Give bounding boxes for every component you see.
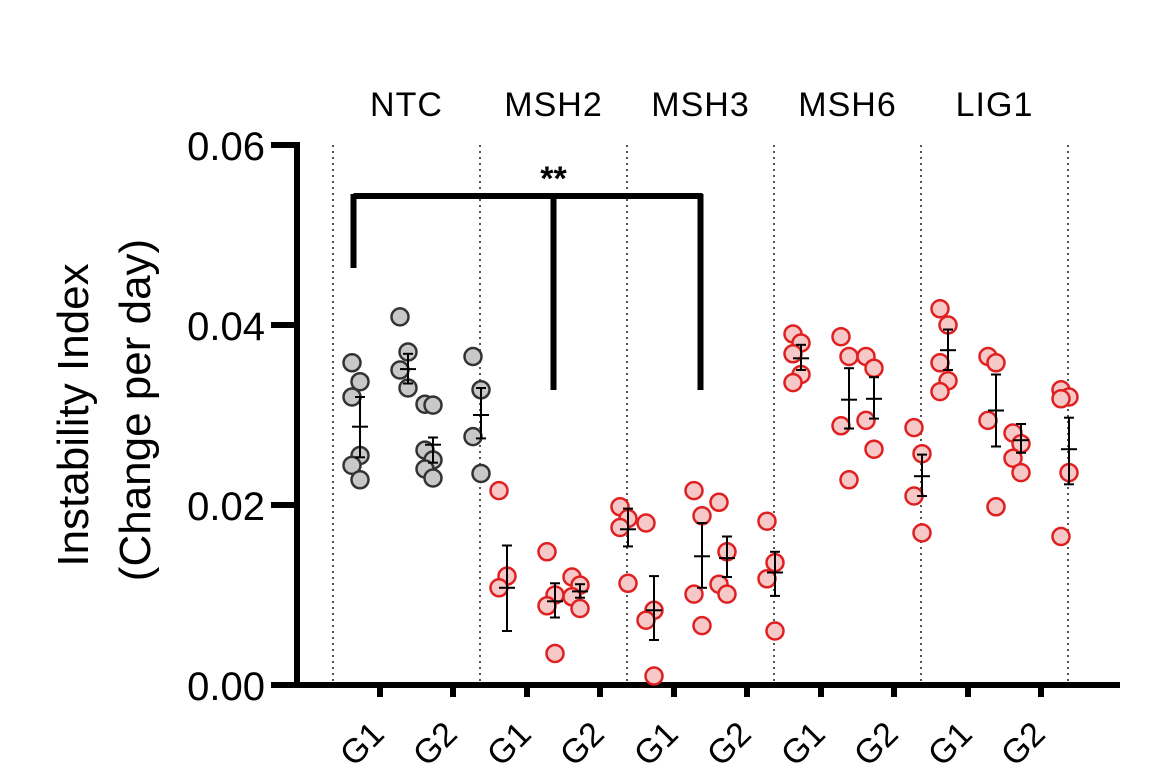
data-point — [1051, 389, 1071, 409]
data-point — [717, 584, 737, 604]
group-label-ntc: NTC — [370, 86, 443, 124]
data-point — [342, 353, 362, 373]
data-point — [978, 410, 998, 431]
group-label-msh2: MSH2 — [504, 86, 602, 124]
axes: 0.00 0.02 0.04 0.06 — [187, 125, 1120, 709]
data-point — [839, 346, 859, 367]
y-tick-label: 0.02 — [187, 485, 265, 529]
data-point — [423, 395, 443, 415]
data-point — [692, 506, 712, 526]
data-point — [930, 299, 950, 319]
data-point — [783, 372, 803, 393]
data-point — [684, 480, 704, 501]
data-point — [856, 410, 876, 431]
replicate-msh3-g2 — [757, 511, 785, 641]
data-point — [570, 598, 590, 619]
data-point — [618, 573, 638, 594]
y-axis-label-line1: Instability Index — [49, 263, 98, 566]
data-point — [930, 353, 950, 373]
replicate-msh3-g2 — [709, 492, 737, 604]
data-point — [537, 596, 557, 616]
data-point — [831, 416, 851, 436]
x-tick-label: G2 — [553, 715, 612, 774]
data-point — [1003, 448, 1023, 468]
replicate-msh6-g1 — [783, 324, 811, 393]
replicate-msh3-g1 — [684, 480, 712, 636]
data-point — [783, 344, 803, 364]
x-tick-label: G2 — [700, 715, 759, 774]
data-point — [986, 497, 1006, 517]
significance-label: ** — [540, 160, 567, 198]
data-point — [423, 468, 443, 488]
replicate-ntc-g2 — [463, 346, 491, 484]
replicate-lig1-g1 — [978, 346, 1006, 517]
replicate-msh3-g1 — [636, 513, 664, 686]
group-labels: NTC MSH2 MSH3 MSH6 LIG1 — [370, 86, 1034, 124]
data-point — [757, 511, 777, 531]
data-point — [864, 439, 884, 459]
replicate-msh6-g1 — [831, 326, 859, 490]
x-tick-label: G1 — [627, 715, 686, 774]
data-point — [471, 463, 491, 484]
group-label-lig1: LIG1 — [956, 86, 1034, 124]
replicate-msh6-g2 — [904, 417, 932, 543]
replicate-ntc-g2 — [415, 394, 443, 488]
data-point — [350, 371, 370, 392]
group-dividers — [332, 145, 1069, 685]
data-point — [1051, 526, 1071, 547]
data-point — [489, 480, 509, 501]
data-point — [463, 426, 483, 447]
data-point — [831, 326, 851, 347]
x-tick-label: G2 — [994, 715, 1053, 774]
group-label-msh3: MSH3 — [651, 86, 749, 124]
replicate-lig1-g2 — [1003, 423, 1031, 483]
x-tick-label: G1 — [774, 715, 833, 774]
data-point — [350, 470, 370, 490]
y-tick-label: 0.06 — [187, 125, 265, 169]
significance-bracket: ** — [350, 160, 704, 390]
replicate-msh2-g1 — [537, 542, 565, 664]
data-point — [864, 358, 884, 378]
data-point — [839, 470, 859, 490]
data-point — [684, 584, 704, 604]
x-tick-label: G1 — [921, 715, 980, 774]
data-point — [986, 353, 1006, 373]
replicate-ntc-g1 — [390, 307, 418, 398]
x-tick-labels: G1 G2 G1 G2 G1 G2 G1 G2 G1 G2 — [333, 715, 1053, 774]
x-tick-label: G1 — [480, 715, 539, 774]
y-axis-label: Instability Index (Change per day) — [49, 239, 160, 581]
data-point — [765, 621, 785, 641]
data-marks — [342, 299, 1079, 686]
y-tick-label: 0.04 — [187, 305, 265, 349]
replicate-lig1-g2 — [1051, 380, 1079, 547]
data-point — [463, 346, 483, 367]
data-point — [912, 523, 932, 543]
data-point — [904, 417, 924, 438]
data-point — [342, 455, 362, 476]
data-point — [1011, 462, 1031, 483]
data-point — [709, 492, 729, 513]
replicate-lig1-g1 — [930, 299, 958, 402]
x-tick-label: G2 — [406, 715, 465, 774]
data-point — [545, 643, 565, 664]
data-point — [390, 307, 410, 327]
x-tick-label: G2 — [847, 715, 906, 774]
replicate-msh2-g2 — [562, 567, 590, 619]
replicate-msh2-g1 — [489, 480, 517, 632]
y-axis-label-line2: (Change per day) — [111, 239, 160, 581]
data-point — [692, 615, 712, 636]
replicate-ntc-g1 — [342, 353, 370, 490]
replicate-msh6-g2 — [856, 346, 884, 459]
replicate-msh2-g2 — [610, 497, 638, 594]
data-point — [636, 610, 656, 630]
x-tick-label: G1 — [333, 715, 392, 774]
group-label-msh6: MSH6 — [798, 86, 896, 124]
data-point — [610, 517, 630, 538]
data-point — [644, 666, 664, 686]
y-tick-label: 0.00 — [187, 665, 265, 709]
data-point — [930, 381, 950, 402]
data-point — [636, 513, 656, 533]
data-point — [537, 542, 557, 562]
